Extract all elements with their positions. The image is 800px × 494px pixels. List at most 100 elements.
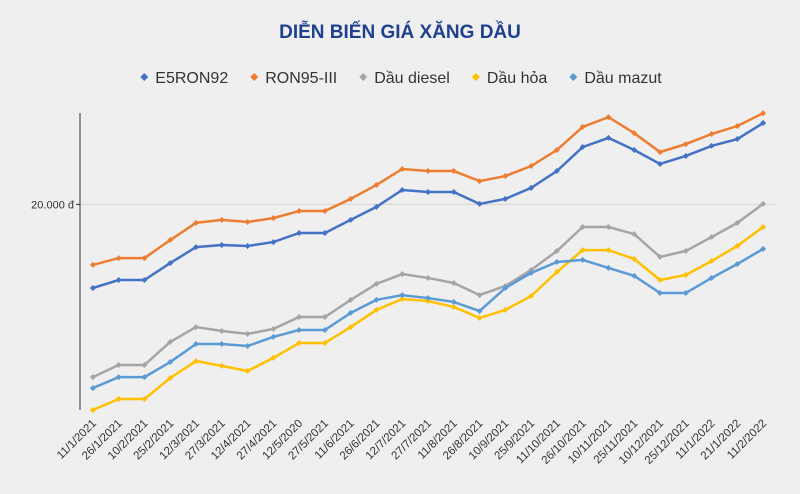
data-point — [631, 255, 638, 262]
data-point — [579, 224, 586, 231]
data-point — [553, 258, 560, 265]
data-point — [270, 325, 277, 332]
data-point — [708, 258, 715, 265]
data-point — [657, 149, 663, 156]
data-point — [605, 264, 612, 271]
data-point — [734, 242, 741, 249]
data-point — [631, 272, 638, 279]
legend-marker — [359, 73, 368, 81]
data-point — [296, 340, 303, 347]
chart-title: DIỄN BIẾN GIÁ XĂNG DẦU — [279, 21, 521, 43]
data-point — [682, 290, 689, 297]
data-point — [347, 296, 354, 303]
data-point — [657, 160, 663, 167]
data-point — [579, 123, 586, 130]
data-point — [399, 292, 406, 299]
data-point — [476, 178, 483, 185]
data-point — [167, 237, 174, 244]
data-point — [502, 173, 509, 180]
data-point — [115, 396, 122, 403]
data-point — [115, 277, 122, 284]
data-point — [631, 147, 638, 154]
data-point — [502, 195, 509, 202]
data-point — [218, 216, 225, 223]
data-point — [631, 130, 638, 137]
data-point — [708, 234, 715, 241]
data-point — [115, 374, 122, 381]
data-point — [399, 186, 406, 193]
data-point — [270, 239, 277, 246]
data-point — [760, 224, 767, 231]
data-point — [553, 247, 560, 254]
data-point — [244, 242, 251, 249]
data-point — [450, 303, 457, 310]
data-point — [631, 231, 638, 238]
data-point — [373, 181, 380, 188]
data-point — [760, 200, 767, 207]
data-point — [141, 396, 148, 403]
data-point — [734, 261, 741, 268]
data-point — [373, 280, 380, 287]
data-point — [270, 333, 277, 340]
data-point — [760, 120, 767, 127]
data-point — [89, 374, 96, 381]
data-point — [141, 255, 148, 262]
data-point — [605, 247, 612, 254]
legend-label: Dầu hỏa — [487, 70, 548, 87]
data-point — [605, 134, 612, 141]
data-point — [476, 292, 483, 299]
data-point — [708, 274, 715, 281]
data-point — [167, 338, 174, 345]
data-point — [296, 314, 303, 321]
data-point — [708, 131, 715, 138]
data-point — [321, 327, 328, 334]
data-point — [89, 261, 96, 268]
data-point — [528, 292, 535, 299]
data-point — [476, 308, 483, 315]
data-point — [193, 340, 199, 347]
data-point — [193, 219, 199, 226]
data-point — [218, 327, 225, 334]
data-point — [218, 362, 225, 369]
legend-marker — [471, 73, 480, 81]
data-point — [347, 324, 354, 331]
data-point — [193, 358, 199, 365]
data-point — [193, 244, 199, 251]
data-point — [167, 359, 174, 366]
data-point — [553, 147, 560, 154]
data-point — [682, 271, 689, 278]
data-point — [450, 298, 457, 305]
data-point — [270, 354, 277, 361]
data-point — [321, 314, 328, 321]
data-point — [553, 168, 560, 175]
legend-label: Dầu mazut — [584, 70, 662, 87]
legend-label: E5RON92 — [155, 70, 228, 87]
data-point — [502, 285, 509, 292]
series-line — [92, 202, 764, 379]
legend-label: RON95-III — [265, 70, 337, 87]
data-point — [502, 306, 509, 313]
data-point — [296, 229, 303, 236]
data-point — [682, 247, 689, 254]
data-point — [321, 208, 328, 215]
legend-marker — [250, 73, 259, 81]
data-point — [347, 195, 354, 202]
data-point — [244, 218, 251, 225]
data-point — [682, 152, 689, 159]
data-point — [270, 215, 277, 222]
data-point — [193, 324, 199, 331]
data-point — [167, 375, 174, 382]
data-point — [399, 165, 406, 172]
data-point — [296, 327, 303, 334]
data-point — [657, 277, 663, 284]
data-point — [115, 255, 122, 262]
series-line — [92, 121, 764, 290]
data-point — [244, 330, 251, 337]
data-point — [373, 203, 380, 210]
data-point — [115, 361, 122, 368]
data-point — [347, 216, 354, 223]
legend-marker — [569, 73, 578, 81]
data-point — [425, 168, 431, 175]
data-point — [296, 208, 303, 215]
